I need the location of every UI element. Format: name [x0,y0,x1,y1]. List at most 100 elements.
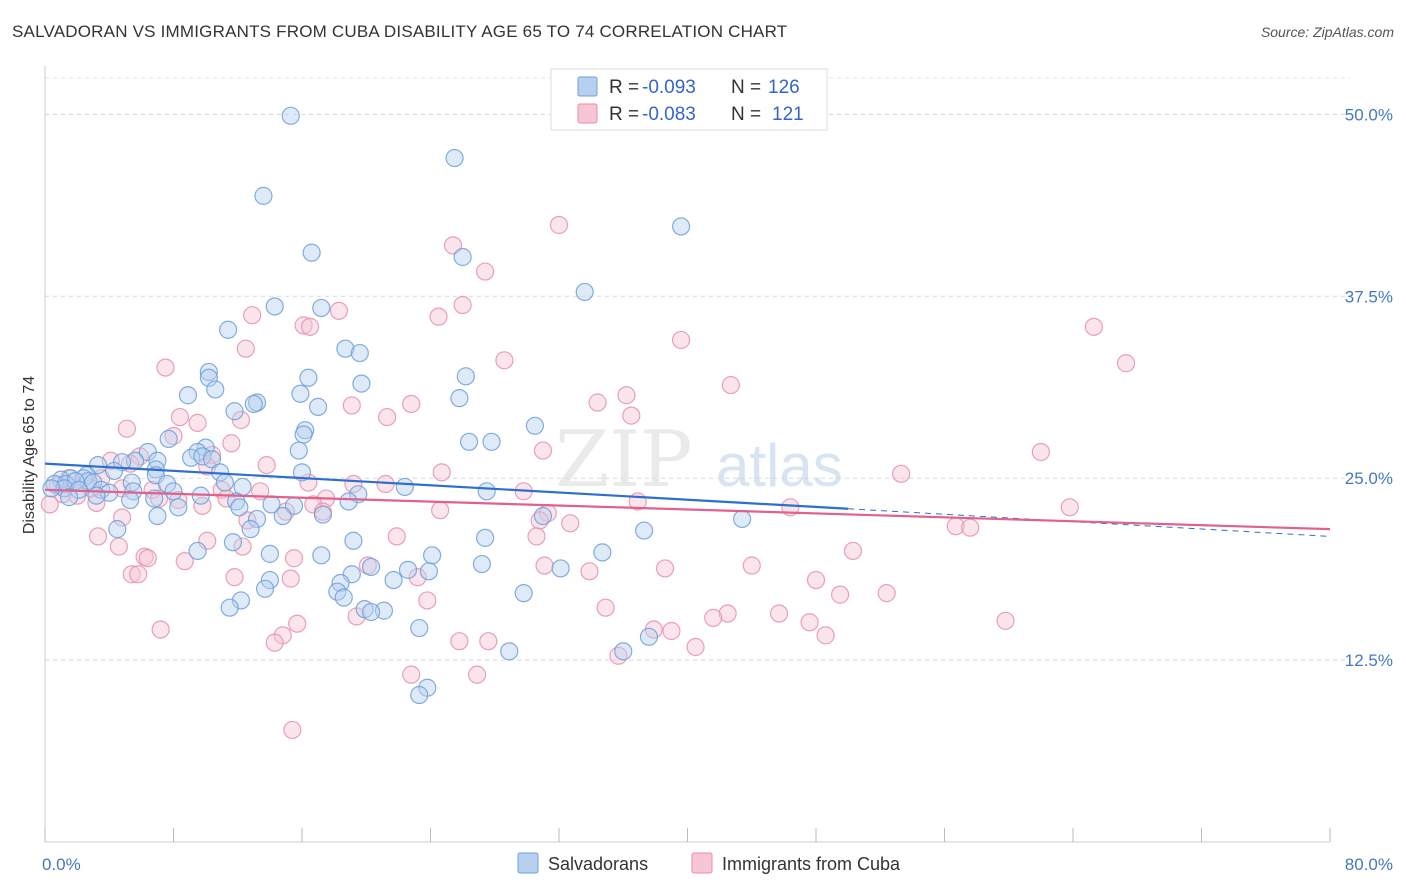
cuba-point-11 [236,339,255,358]
legend-r-value-1: -0.093 [642,77,696,98]
salvadorans-point-110 [334,588,353,607]
salvadorans-point-5 [453,247,472,267]
y-axis-label: Disability Age 65 to 74 [21,376,38,534]
salvadorans-point-75 [227,492,246,511]
cuba-point-113 [686,637,705,657]
cuba-point-59 [40,495,59,514]
salvadorans-point-25 [525,416,545,435]
salvadorans-point-118 [500,642,519,661]
cuba-point-95 [830,585,850,604]
salvadorans-point-68 [477,482,496,501]
cuba-point-110 [450,632,469,651]
salvadorans-point-79 [169,498,188,517]
salvadorans-point-76 [339,492,358,511]
salvadorans-point-28 [159,429,178,448]
legend-swatch-salvadorans [577,76,598,97]
legend-n-value-2: 121 [772,104,804,125]
series-legend-swatch-cuba [691,852,713,874]
salvadorans-point-72 [87,486,106,505]
cuba-point-91 [281,569,300,588]
y-tick-label-3: 50.0% [1345,105,1393,124]
salvadorans-point-117 [639,627,659,646]
salvadorans-point-97 [593,543,612,562]
cuba-point-13 [1116,354,1136,373]
salvadorans-point-73 [121,490,140,510]
x-tick-label-0: 0.0% [42,855,81,874]
cuba-point-102 [996,611,1015,630]
salvadorans-trend-line [44,462,849,510]
cuba-point-0 [549,215,569,235]
salvadorans-point-88 [241,520,260,539]
cuba-point-70 [561,514,580,533]
legend-n-value-1: 126 [768,77,800,98]
cuba-point-26 [164,426,183,446]
cuba-point-112 [479,632,498,651]
cuba-point-82 [284,549,304,568]
cuba-point-2 [476,262,495,281]
trend-lines [44,462,1331,537]
salvadorans-point-0 [281,106,300,125]
y-tick-label-1: 25.0% [1345,469,1393,488]
salvadorans-point-6 [575,282,594,302]
cuba-point-72 [961,518,980,537]
salvadorans-point-89 [635,521,654,540]
cuba-point-117 [283,720,302,740]
salvadorans-point-60 [42,479,61,498]
salvadorans-point-121 [410,685,429,705]
cuba-point-65 [1060,498,1079,517]
legend-n-label-1: N = [731,77,761,98]
cuba-point-25 [117,419,137,438]
salvadorans-point-114 [220,598,239,617]
salvadorans-point-17 [206,380,225,399]
salvadorans-point-14 [299,368,318,387]
cuba-point-75 [387,527,406,546]
salvadorans-point-99 [551,559,570,578]
cuba-point-5 [243,306,262,325]
grid-lines [45,77,1350,661]
cuba-point-86 [742,556,761,575]
cuba-point-94 [806,570,826,590]
salvadorans-point-18 [178,386,198,405]
cuba-point-73 [88,527,108,546]
salvadorans-point-93 [188,541,207,561]
salvadorans-point-42 [104,461,124,481]
cuba-point-9 [1084,317,1103,336]
cuba-trend-line [44,488,1331,531]
stats-legend: R = -0.093 N = 126 R = -0.083 N = 121 [550,68,828,131]
cuba-point-107 [662,621,681,641]
salvadorans-point-119 [614,642,633,661]
cuba-point-21 [622,406,641,425]
salvadorans-point-95 [312,546,331,565]
salvadorans-point-23 [308,397,328,416]
cuba-point-96 [877,584,896,603]
cuba-point-101 [704,608,723,627]
salvadorans-point-100 [361,557,381,577]
salvadorans-point-83 [273,506,292,526]
x-tick-label-1: 80.0% [1345,855,1393,874]
salvadorans-point-102 [419,562,438,581]
salvadorans-point-3 [671,217,691,236]
salvadorans-point-87 [108,520,127,539]
cuba-point-12 [495,351,514,370]
y-tick-label-0: 12.5% [1345,651,1393,670]
salvadorans-point-20 [450,389,469,408]
cuba-point-4 [329,301,349,320]
cuba-point-14 [156,358,175,377]
salvadorans-point-32 [289,441,308,460]
salvadorans-point-86 [533,506,553,526]
salvadorans-point-2 [254,186,273,205]
salvadorans-point-8 [312,298,331,318]
cuba-point-77 [109,537,128,556]
cuba-point-17 [588,393,607,412]
cuba-point-79 [843,541,863,561]
cuba-point-98 [596,598,615,617]
salvadorans-point-33 [459,432,479,451]
salvadorans-point-115 [361,602,381,622]
legend-swatch-cuba [577,103,598,124]
cuba-point-34 [257,455,276,475]
salvadorans-point-39 [202,450,222,469]
salvadorans-point-13 [199,368,218,387]
cuba-point-37 [892,464,911,483]
cuba-point-27 [222,434,241,453]
